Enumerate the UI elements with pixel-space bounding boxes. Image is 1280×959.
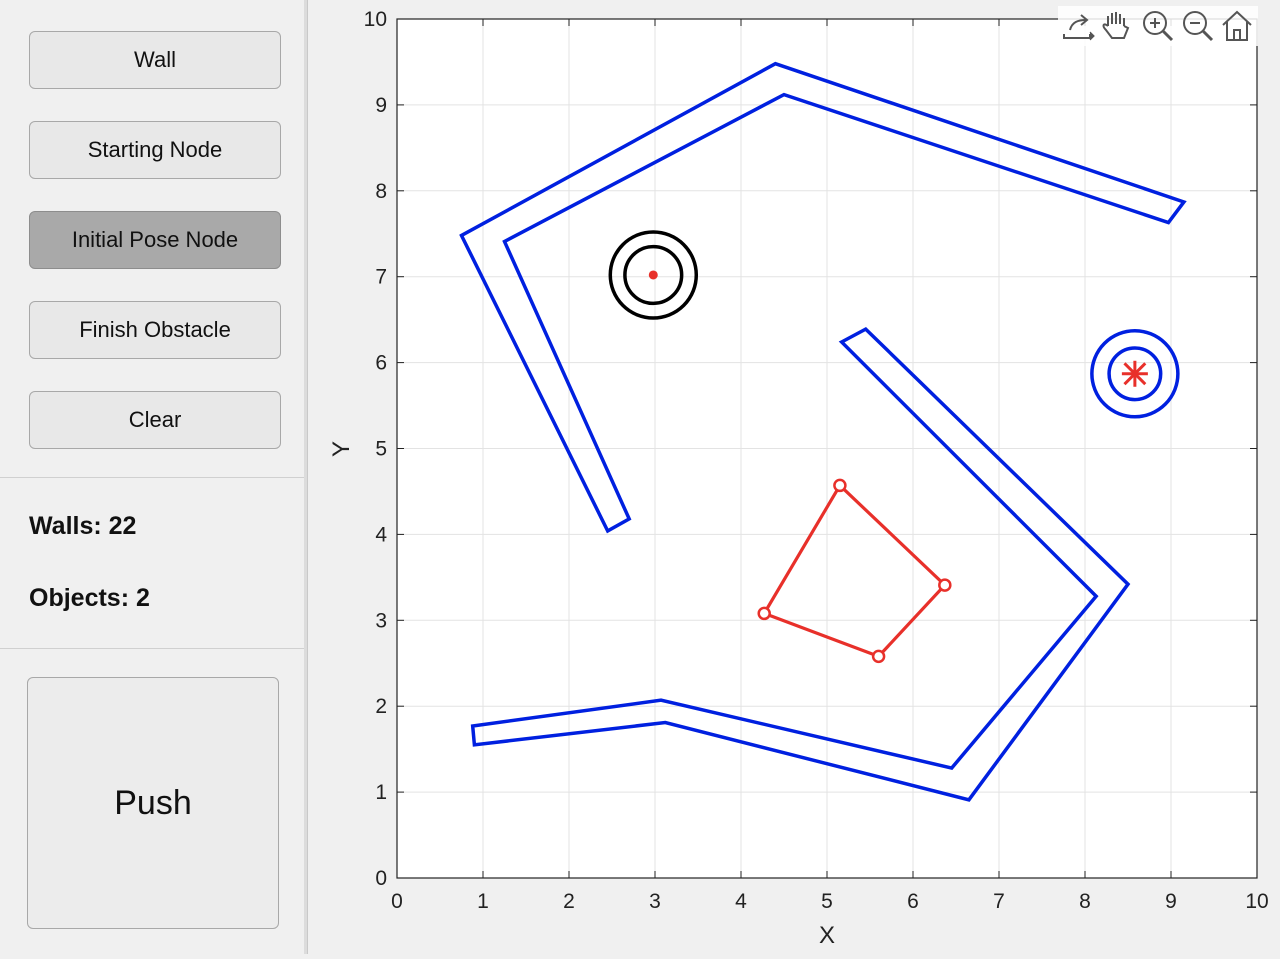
walls-layer [459,61,1187,802]
separator [0,477,304,478]
finish-obstacle-button[interactable]: Finish Obstacle [29,301,281,359]
pan-hand-icon[interactable] [1102,12,1130,39]
x-tick-label: 9 [1165,890,1177,913]
x-tick-label: 4 [735,890,747,913]
y-tick-label: 7 [375,266,387,289]
y-axis-label: Y [328,441,355,457]
separator [0,648,304,649]
x-tick-label: 1 [477,890,489,913]
tick-labels: 0 1 2 3 4 5 6 7 8 9 10 0 1 2 3 4 5 6 7 8 9 10 [364,8,1269,913]
initial-pose-node-button[interactable]: Initial Pose Node [29,211,281,269]
y-tick-label: 2 [375,695,387,718]
x-tick-label: 2 [563,890,575,913]
home-icon[interactable] [1222,10,1252,41]
goal-asterisk-marker [1121,360,1148,387]
wall-right [470,326,1131,802]
x-tick-label: 6 [907,890,919,913]
clear-button[interactable]: Clear [29,391,281,449]
walls-count: Walls: 22 [29,512,137,540]
y-tick-label: 5 [375,438,387,461]
goal-node-ring [1090,329,1180,419]
x-tick-label: 5 [821,890,833,913]
asterisk-stroke [1123,362,1147,386]
y-tick-label: 1 [375,781,387,804]
axes-box [396,18,1258,879]
axes-toolbar [1058,6,1258,46]
zoom-out-icon[interactable] [1183,11,1214,42]
start-node-dot [648,270,658,280]
wall-upper [459,61,1187,534]
start-node-ring [608,230,699,320]
y-tick-label: 0 [375,867,387,890]
push-button[interactable]: Push [27,677,279,929]
axes [396,18,1258,879]
panel-divider[interactable] [304,0,308,954]
y-tick-label: 10 [364,8,387,31]
obstacle-vertex [871,649,886,664]
obstacle-vertex [757,606,771,621]
control-sidebar: Wall Starting Node Initial Pose Node Fin… [0,0,304,954]
obstacle-layer [757,478,952,664]
y-tick-label: 3 [375,609,387,632]
export-icon[interactable] [1063,14,1095,41]
x-tick-label: 7 [993,890,1005,913]
obstacle-vertex [938,578,952,592]
x-tick-label: 0 [391,890,403,913]
wall-button[interactable]: Wall [29,31,281,89]
starting-node-button[interactable]: Starting Node [29,121,281,179]
y-tick-label: 9 [375,94,387,117]
y-tick-label: 4 [375,523,387,546]
plot-panel: 0 1 2 3 4 5 6 7 8 9 10 0 1 2 3 4 5 6 7 8 9 10 X Y [309,0,1280,954]
zoom-in-icon[interactable] [1143,11,1174,42]
start-node-ring [623,244,684,306]
x-tick-label: 8 [1079,890,1091,913]
x-tick-label: 10 [1245,890,1268,913]
map-chart[interactable]: 0 1 2 3 4 5 6 7 8 9 10 0 1 2 3 4 5 6 7 8 9 10 X Y [309,0,1280,954]
nodes-layer [608,230,1180,419]
y-tick-label: 6 [375,352,387,375]
obstacle-vertex [833,478,847,493]
goal-node-ring [1107,346,1163,402]
x-tick-label: 3 [649,890,661,913]
x-axis-label: X [819,922,835,949]
y-tick-label: 8 [375,180,387,203]
objects-count: Objects: 2 [29,584,150,612]
